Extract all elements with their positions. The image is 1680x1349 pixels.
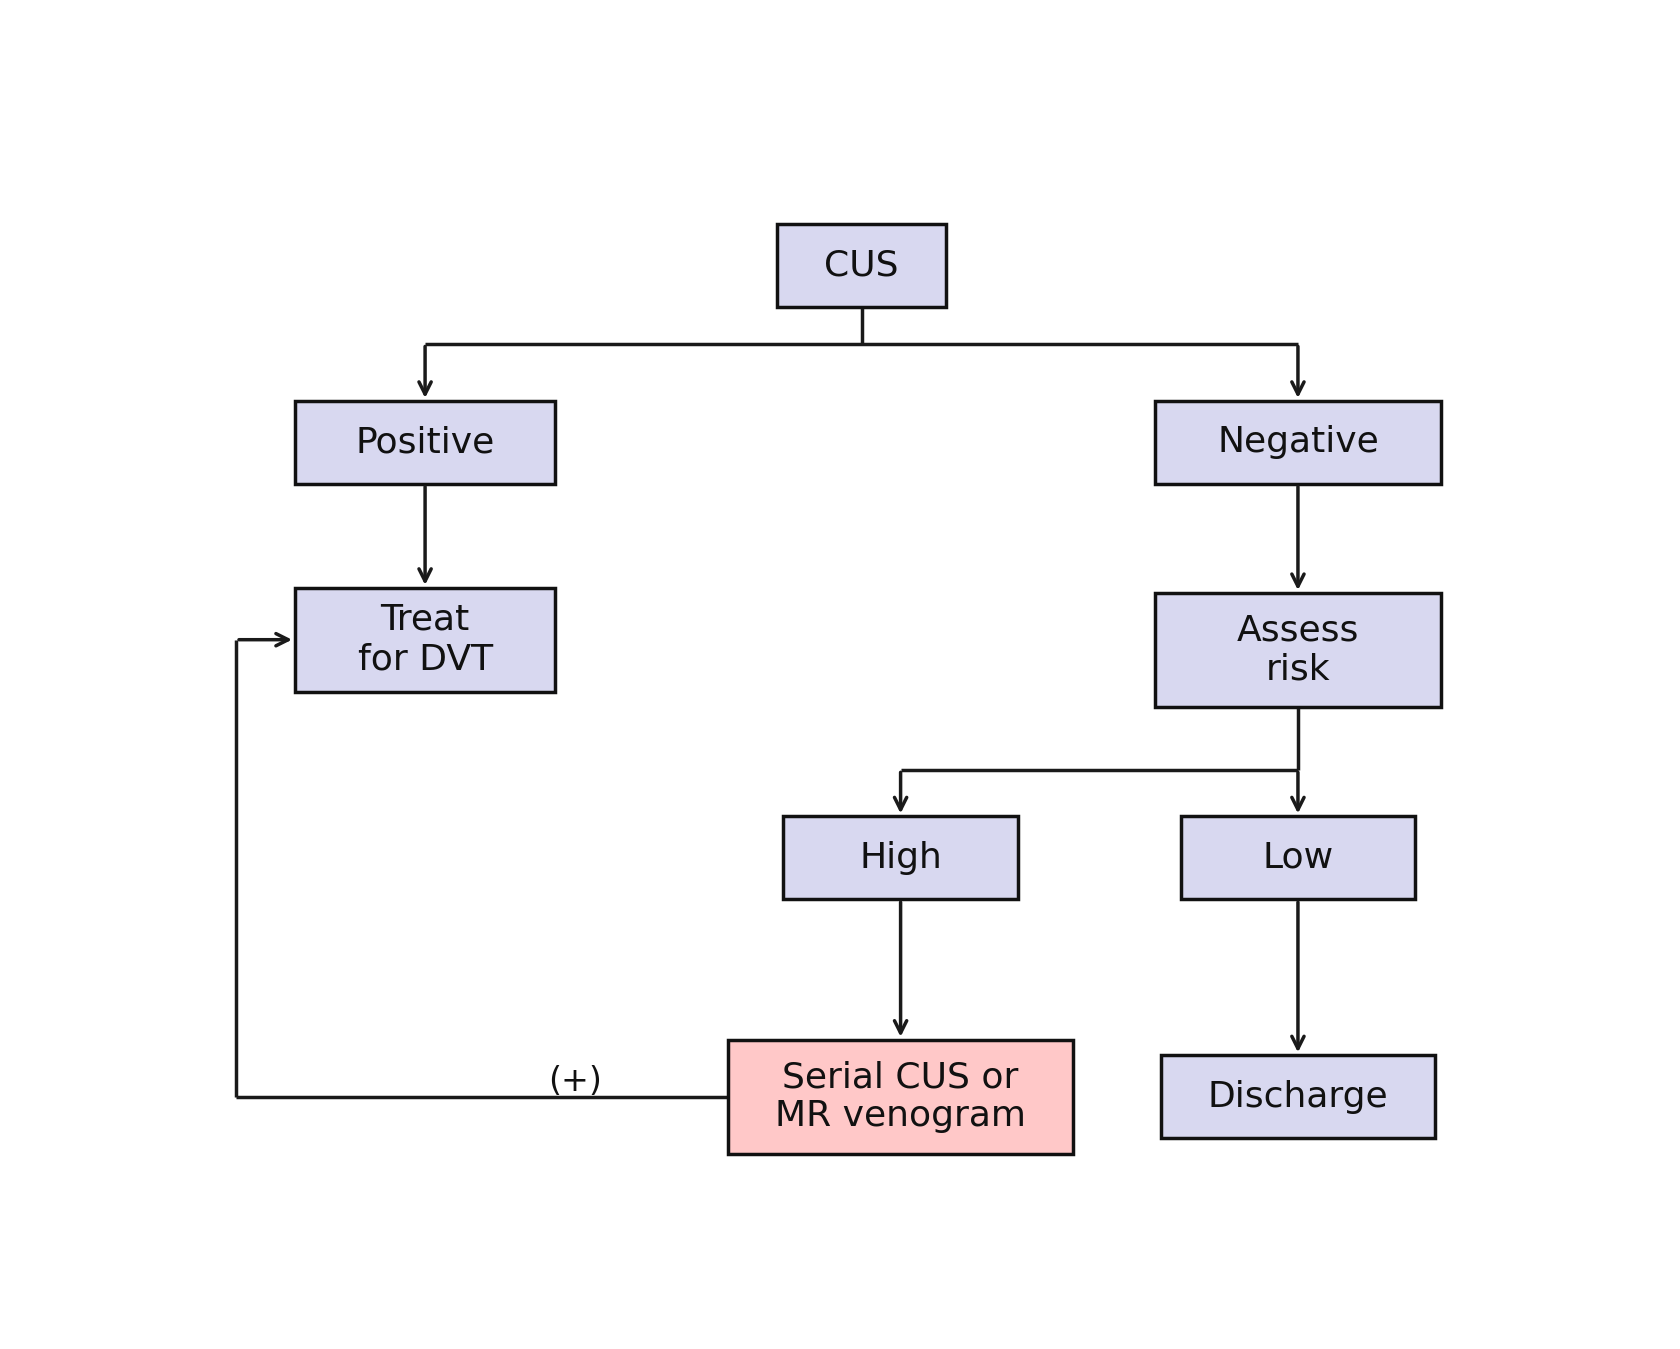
Text: High: High xyxy=(858,840,941,876)
Text: Serial CUS or
MR venogram: Serial CUS or MR venogram xyxy=(774,1060,1025,1133)
FancyBboxPatch shape xyxy=(294,401,554,484)
FancyBboxPatch shape xyxy=(294,588,554,692)
FancyBboxPatch shape xyxy=(783,816,1018,900)
Text: Negative: Negative xyxy=(1216,425,1378,460)
Text: Treat
for DVT: Treat for DVT xyxy=(358,603,492,676)
Text: (+): (+) xyxy=(548,1064,601,1098)
Text: Discharge: Discharge xyxy=(1206,1079,1388,1114)
FancyBboxPatch shape xyxy=(776,224,946,308)
FancyBboxPatch shape xyxy=(1179,816,1415,900)
FancyBboxPatch shape xyxy=(1154,401,1440,484)
FancyBboxPatch shape xyxy=(1154,594,1440,707)
FancyBboxPatch shape xyxy=(1161,1055,1433,1139)
FancyBboxPatch shape xyxy=(727,1040,1072,1153)
Text: Positive: Positive xyxy=(354,425,494,460)
Text: Assess
risk: Assess risk xyxy=(1236,614,1359,687)
Text: Low: Low xyxy=(1262,840,1332,876)
Text: CUS: CUS xyxy=(823,248,899,283)
